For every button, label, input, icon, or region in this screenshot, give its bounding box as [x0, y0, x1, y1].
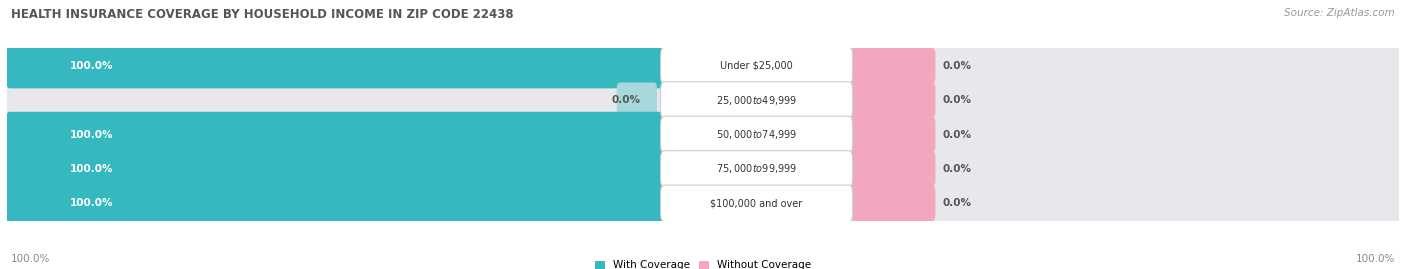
FancyBboxPatch shape: [851, 151, 935, 186]
Text: 0.0%: 0.0%: [942, 95, 972, 105]
FancyBboxPatch shape: [661, 151, 852, 187]
FancyBboxPatch shape: [661, 47, 852, 84]
Text: Under $25,000: Under $25,000: [720, 61, 793, 71]
Text: 100.0%: 100.0%: [1355, 254, 1395, 264]
FancyBboxPatch shape: [6, 43, 665, 88]
FancyBboxPatch shape: [6, 181, 665, 226]
FancyBboxPatch shape: [6, 43, 1400, 88]
FancyBboxPatch shape: [6, 77, 1400, 123]
Text: 100.0%: 100.0%: [70, 198, 112, 208]
Text: $100,000 and over: $100,000 and over: [710, 198, 803, 208]
FancyBboxPatch shape: [851, 48, 935, 83]
Text: 0.0%: 0.0%: [942, 164, 972, 174]
Text: 100.0%: 100.0%: [70, 129, 112, 140]
FancyBboxPatch shape: [851, 186, 935, 221]
Text: $75,000 to $99,999: $75,000 to $99,999: [716, 162, 797, 175]
FancyBboxPatch shape: [617, 83, 657, 118]
FancyBboxPatch shape: [6, 112, 665, 157]
Text: 100.0%: 100.0%: [11, 254, 51, 264]
Text: 0.0%: 0.0%: [942, 129, 972, 140]
Text: HEALTH INSURANCE COVERAGE BY HOUSEHOLD INCOME IN ZIP CODE 22438: HEALTH INSURANCE COVERAGE BY HOUSEHOLD I…: [11, 8, 513, 21]
Text: $25,000 to $49,999: $25,000 to $49,999: [716, 94, 797, 107]
FancyBboxPatch shape: [6, 146, 1400, 192]
FancyBboxPatch shape: [851, 83, 935, 118]
Text: 100.0%: 100.0%: [70, 164, 112, 174]
FancyBboxPatch shape: [661, 116, 852, 153]
Text: 100.0%: 100.0%: [70, 61, 112, 71]
Text: 0.0%: 0.0%: [612, 95, 640, 105]
FancyBboxPatch shape: [6, 112, 1400, 157]
Text: 0.0%: 0.0%: [942, 198, 972, 208]
Legend: With Coverage, Without Coverage: With Coverage, Without Coverage: [595, 260, 811, 269]
FancyBboxPatch shape: [851, 117, 935, 152]
Text: 0.0%: 0.0%: [942, 61, 972, 71]
Text: Source: ZipAtlas.com: Source: ZipAtlas.com: [1284, 8, 1395, 18]
FancyBboxPatch shape: [661, 82, 852, 118]
FancyBboxPatch shape: [6, 146, 665, 192]
Text: $50,000 to $74,999: $50,000 to $74,999: [716, 128, 797, 141]
FancyBboxPatch shape: [661, 185, 852, 222]
FancyBboxPatch shape: [6, 181, 1400, 226]
